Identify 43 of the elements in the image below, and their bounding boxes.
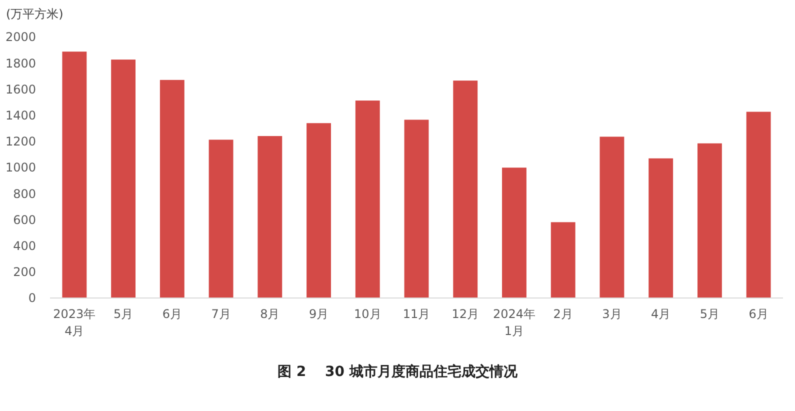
bar — [502, 168, 526, 298]
bar — [208, 140, 234, 298]
bar — [600, 136, 624, 298]
x-tick-label: 8月 — [260, 307, 280, 321]
x-tick-label: 4月 — [651, 307, 671, 321]
bar — [453, 80, 478, 298]
x-tick-label: 2023年 4月 — [53, 307, 96, 338]
y-tick-label: 600 — [13, 212, 36, 227]
bar — [355, 100, 380, 298]
y-tick-label: 1200 — [5, 134, 36, 149]
bar — [648, 158, 674, 298]
y-tick-label: 1600 — [5, 82, 36, 96]
x-tick-label: 11月 — [402, 307, 430, 321]
x-tick-label: 2月 — [553, 307, 573, 321]
x-tick-label: 3月 — [602, 307, 622, 321]
y-tick-label: 2000 — [5, 30, 36, 44]
x-tick-label: 7月 — [211, 307, 231, 321]
bar — [111, 60, 136, 298]
y-tick-label: 800 — [13, 186, 36, 201]
x-tick-label: 2024年 1月 — [492, 307, 536, 338]
y-axis-title: (万平方米) — [6, 7, 64, 21]
y-tick-label: 1400 — [5, 108, 36, 122]
bar — [258, 136, 282, 298]
bar — [746, 112, 771, 298]
y-tick-label: 1000 — [5, 160, 36, 175]
x-tick-label: 12月 — [452, 307, 480, 321]
y-tick-label: 400 — [13, 239, 36, 253]
x-tick-label: 5月 — [700, 307, 720, 321]
y-tick-label: 200 — [13, 265, 36, 280]
bar — [404, 120, 429, 298]
text: 图 2 30 城市月度商品住宅成交情况 — [278, 363, 518, 380]
bar — [160, 80, 184, 298]
x-tick-label: 6月 — [748, 307, 768, 321]
bar — [550, 222, 576, 298]
bar — [306, 123, 331, 298]
bar — [697, 143, 722, 298]
y-tick-label: 1800 — [5, 56, 36, 70]
x-tick-label: 10月 — [354, 307, 382, 321]
x-tick-label: 9月 — [308, 307, 329, 321]
bar — [62, 52, 87, 298]
x-tick-label: 5月 — [113, 307, 134, 321]
y-tick-label: 0 — [28, 291, 36, 306]
x-tick-label: 6月 — [162, 307, 182, 321]
